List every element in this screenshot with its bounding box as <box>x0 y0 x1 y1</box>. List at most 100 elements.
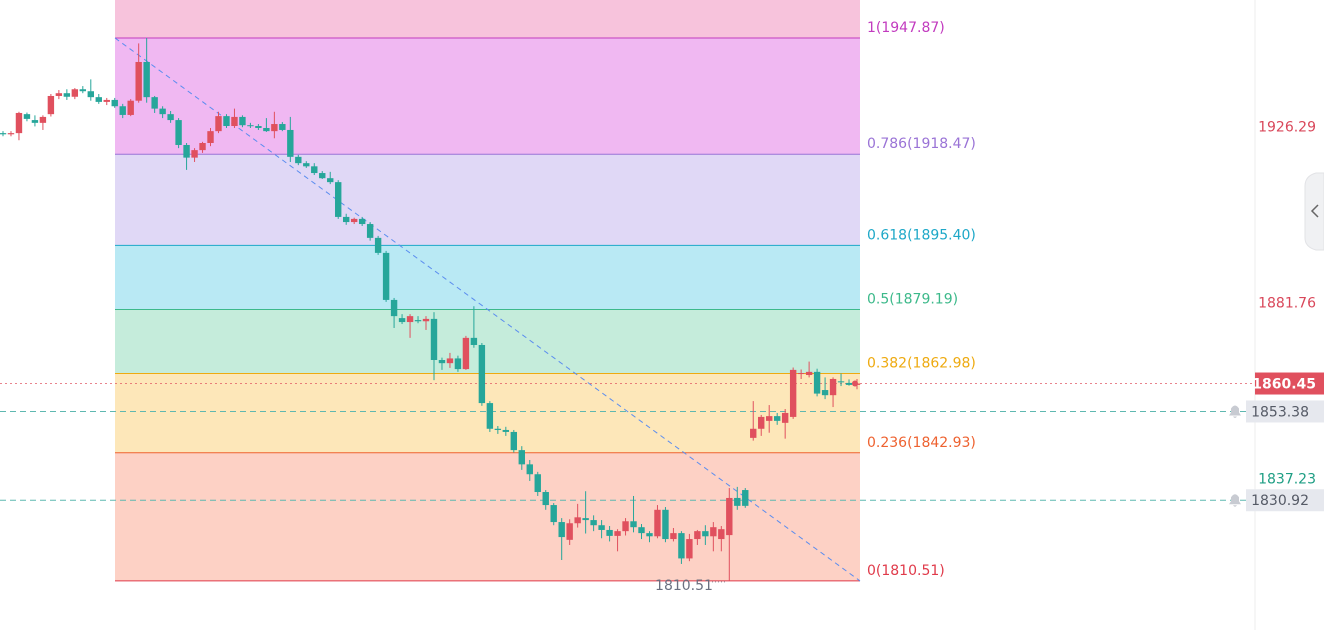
candle-body <box>797 373 805 375</box>
candle-body <box>462 337 470 370</box>
fib-band <box>115 0 860 38</box>
candle-body <box>167 114 174 121</box>
bell-icon[interactable] <box>1229 494 1241 507</box>
candle-body <box>135 61 142 101</box>
candle-body <box>127 100 134 115</box>
candle-body <box>319 173 326 179</box>
candle-body <box>366 224 374 238</box>
fib-label: 0(1810.51) <box>867 563 945 579</box>
candle-body <box>638 527 645 534</box>
candle-body <box>678 533 685 559</box>
candle-body <box>87 91 94 98</box>
candle-body <box>478 344 486 404</box>
candle-body <box>422 318 430 322</box>
fib-label: 0.382(1862.98) <box>867 356 976 372</box>
candle-body <box>71 89 79 97</box>
candle-body <box>518 450 525 465</box>
candle-body <box>382 252 390 300</box>
candle-body <box>143 61 150 98</box>
candle-body <box>821 390 829 396</box>
last-price-dot <box>852 380 858 387</box>
candle-body <box>654 509 661 537</box>
fib-band <box>115 154 860 246</box>
candle-body <box>590 520 597 526</box>
fib-band <box>115 452 860 581</box>
candle-body <box>255 126 262 128</box>
candle-body <box>191 150 198 158</box>
candle-body <box>710 527 717 537</box>
candle-body <box>582 518 589 521</box>
candle-body <box>574 517 581 524</box>
candle-body <box>646 533 653 537</box>
candle-body <box>510 431 518 451</box>
y-tick-label: 1926.29 <box>1258 119 1316 135</box>
current-price-bg <box>1255 372 1324 395</box>
candle-body <box>183 144 190 158</box>
candle-body <box>813 371 821 394</box>
candle-body <box>374 237 382 253</box>
candle-body <box>295 156 302 164</box>
candle-body <box>773 416 781 421</box>
candle-body <box>287 129 294 157</box>
candle-body <box>534 474 541 493</box>
candle-body <box>199 143 206 151</box>
candle-body <box>630 521 637 528</box>
bell-icon[interactable] <box>1229 405 1241 418</box>
candle-body <box>805 371 813 376</box>
candle-body <box>7 133 15 135</box>
alert-label-bg <box>1246 400 1324 423</box>
candle-body <box>781 412 789 423</box>
chevron-icon[interactable] <box>1310 204 1319 218</box>
collapse-tab[interactable] <box>1304 172 1324 251</box>
candle-body <box>342 216 350 223</box>
y-tick-label: 1837.23 <box>1258 471 1316 487</box>
alert-label: 1830.92 <box>1251 493 1309 509</box>
fib-trendline <box>114 37 861 582</box>
candle-body <box>670 533 677 540</box>
candle-body <box>55 93 63 96</box>
alert-label-bg <box>1246 489 1324 512</box>
candle-body <box>279 124 286 130</box>
candle-body <box>111 99 118 107</box>
candle-body <box>598 525 605 530</box>
candle-body <box>119 106 126 115</box>
fib-label: 1(1947.87) <box>867 20 945 36</box>
collapse-tab-bg[interactable] <box>1304 172 1324 251</box>
candle-body <box>742 490 749 506</box>
candle-body <box>398 318 406 323</box>
candle-body <box>845 382 853 385</box>
candle-body <box>694 531 701 540</box>
candle-body <box>454 358 462 370</box>
candle-body <box>23 114 31 119</box>
candle-body <box>239 116 246 126</box>
candle-body <box>303 163 310 167</box>
candle-body <box>446 358 454 364</box>
candle-body <box>430 318 438 360</box>
y-tick-label: 1881.76 <box>1258 295 1316 311</box>
candle-body <box>63 93 71 97</box>
candle-body <box>247 125 254 127</box>
candle-body <box>470 337 478 345</box>
candle-body <box>726 497 733 536</box>
candle-body <box>526 464 533 475</box>
low-marker-label: 1810.51 <box>655 578 713 594</box>
candle-body <box>566 523 573 540</box>
candle-body <box>414 320 422 322</box>
candle-body <box>438 360 446 364</box>
fib-band <box>115 309 860 374</box>
candle-body <box>502 429 510 432</box>
candle-body <box>223 116 230 127</box>
fib-label: 0.786(1918.47) <box>867 136 976 152</box>
candle-body <box>271 124 278 132</box>
candle-body <box>750 428 757 438</box>
candle-body <box>31 120 39 123</box>
candle-body <box>15 112 23 134</box>
candle-body <box>311 166 318 174</box>
candle-body <box>734 497 741 506</box>
candle-body <box>207 131 214 144</box>
candle-body <box>0 133 7 135</box>
candle-body <box>175 120 182 145</box>
candle-body <box>95 97 102 102</box>
candle-body <box>662 509 669 540</box>
